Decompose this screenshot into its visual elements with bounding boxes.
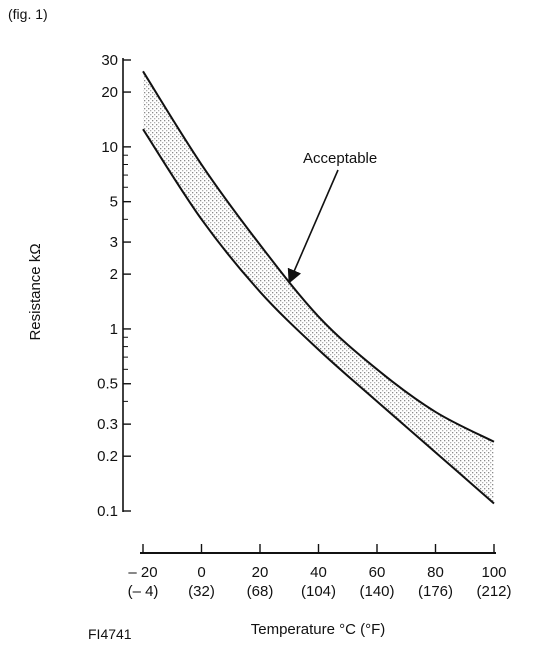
x-tick-sublabel: (212) [476, 583, 511, 600]
lower-limit-curve [142, 128, 495, 505]
x-tick-sublabel: (– 4) [128, 583, 159, 600]
upper-limit-curve [142, 70, 495, 443]
x-tick-label: – 20 [128, 564, 157, 581]
y-axis-label: Resistance kΩ [27, 243, 44, 340]
x-tick-sublabel: (140) [359, 583, 394, 600]
y-tick-label: 5 [110, 194, 118, 211]
x-tick-label: 0 [197, 564, 205, 581]
y-tick-label: 0.1 [97, 503, 118, 520]
annotation-arrow [287, 169, 339, 284]
y-tick-label: 1 [110, 321, 118, 338]
x-tick-sublabel: (32) [188, 583, 215, 600]
annotation-layer: Acceptable [287, 150, 377, 284]
y-tick-label: 20 [101, 84, 118, 101]
fig-label: (fig. 1) [8, 6, 48, 22]
x-axis: – 20 (– 4) 0 (32) 20 (68) 40 (104) 60 (140) 80 (176… [128, 544, 512, 600]
y-tick-label: 0.3 [97, 416, 118, 433]
y-tick-label: 0.2 [97, 448, 118, 465]
x-tick-sublabel: (104) [301, 583, 336, 600]
x-tick-label: 60 [369, 564, 386, 581]
acceptable-band [143, 71, 494, 504]
annotation-acceptable: Acceptable [303, 150, 377, 167]
y-tick-label: 2 [110, 266, 118, 283]
y-tick-label: 10 [101, 139, 118, 156]
x-tick-label: 20 [252, 564, 269, 581]
x-tick-sublabel: (68) [247, 583, 274, 600]
y-tick-label: 30 [101, 52, 118, 69]
y-axis: 0.1 0.2 0.3 0.5 1 2 3 5 10 20 30 [97, 52, 131, 520]
x-axis-label: Temperature °C (°F) [251, 621, 386, 638]
x-tick-label: 100 [481, 564, 506, 581]
x-tick-sublabel: (176) [418, 583, 453, 600]
y-tick-label: 3 [110, 234, 118, 251]
curve-layer [142, 70, 495, 505]
x-tick-label: 80 [427, 564, 444, 581]
x-tick-label: 40 [310, 564, 327, 581]
acceptable-band-layer [143, 71, 494, 504]
y-tick-label: 0.5 [97, 376, 118, 393]
figure-code: FI4741 [88, 626, 132, 642]
